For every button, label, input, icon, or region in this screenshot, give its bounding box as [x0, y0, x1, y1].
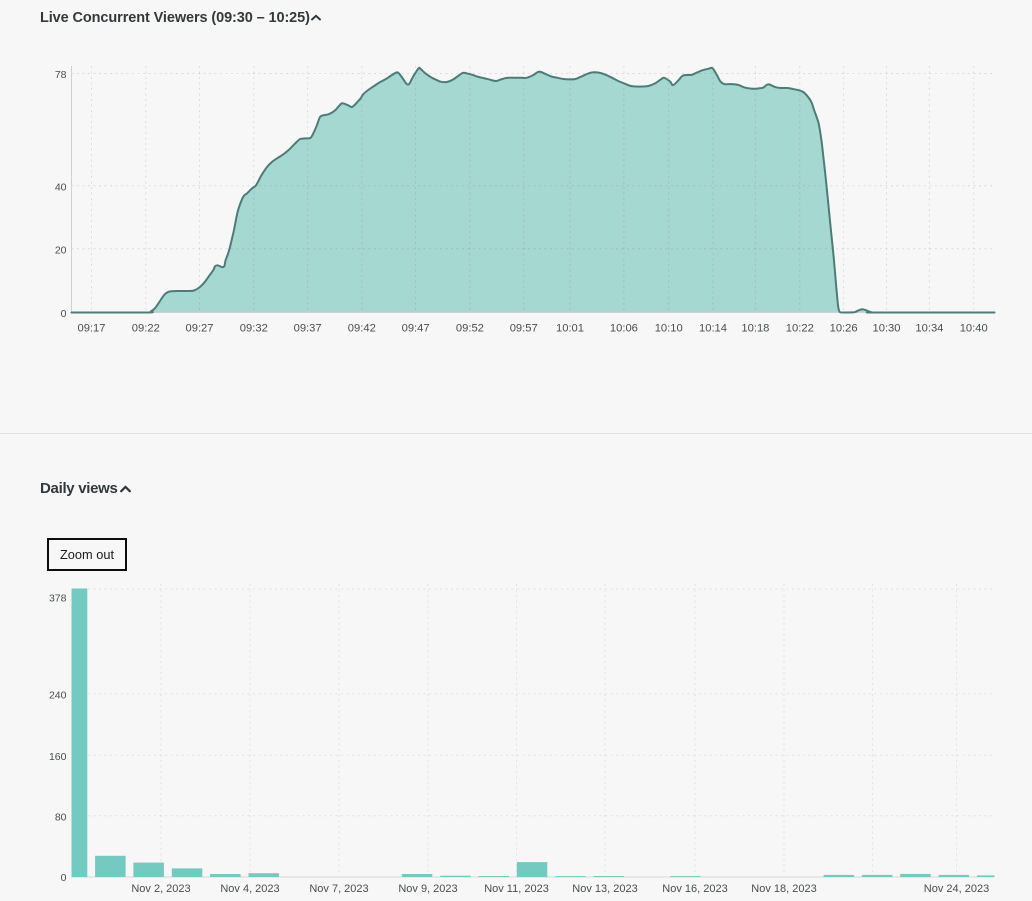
- svg-text:Nov 24, 2023: Nov 24, 2023: [924, 883, 989, 895]
- svg-text:0: 0: [61, 872, 67, 884]
- svg-text:09:27: 09:27: [186, 323, 214, 335]
- svg-text:10:14: 10:14: [699, 323, 727, 335]
- svg-text:10:30: 10:30: [873, 323, 901, 335]
- svg-text:Nov 7, 2023: Nov 7, 2023: [309, 883, 368, 895]
- svg-text:80: 80: [55, 811, 67, 823]
- svg-text:09:47: 09:47: [402, 323, 430, 335]
- svg-text:Nov 11, 2023: Nov 11, 2023: [484, 883, 549, 895]
- svg-text:Nov 9, 2023: Nov 9, 2023: [398, 883, 457, 895]
- svg-text:09:57: 09:57: [510, 323, 538, 335]
- svg-text:40: 40: [55, 181, 67, 193]
- svg-text:10:01: 10:01: [556, 323, 584, 335]
- svg-text:10:34: 10:34: [915, 323, 943, 335]
- svg-text:09:52: 09:52: [456, 323, 484, 335]
- svg-text:10:40: 10:40: [960, 323, 988, 335]
- svg-text:0: 0: [61, 308, 67, 320]
- svg-text:10:10: 10:10: [655, 323, 683, 335]
- svg-text:09:22: 09:22: [132, 323, 160, 335]
- svg-text:78: 78: [55, 69, 67, 81]
- svg-text:10:26: 10:26: [830, 323, 858, 335]
- svg-text:09:37: 09:37: [294, 323, 322, 335]
- svg-text:Nov 4, 2023: Nov 4, 2023: [220, 883, 279, 895]
- svg-text:378: 378: [49, 593, 67, 605]
- svg-text:240: 240: [49, 689, 67, 701]
- svg-text:09:32: 09:32: [240, 323, 268, 335]
- svg-text:09:42: 09:42: [348, 323, 376, 335]
- svg-text:Nov 16, 2023: Nov 16, 2023: [662, 883, 727, 895]
- svg-text:160: 160: [49, 751, 67, 763]
- svg-text:10:22: 10:22: [786, 323, 814, 335]
- svg-text:09:17: 09:17: [78, 323, 106, 335]
- svg-text:10:18: 10:18: [741, 323, 769, 335]
- svg-text:20: 20: [55, 244, 67, 256]
- svg-text:Nov 18, 2023: Nov 18, 2023: [751, 883, 816, 895]
- svg-text:Nov 13, 2023: Nov 13, 2023: [572, 883, 637, 895]
- svg-text:10:06: 10:06: [610, 323, 638, 335]
- svg-text:Nov 2, 2023: Nov 2, 2023: [131, 883, 190, 895]
